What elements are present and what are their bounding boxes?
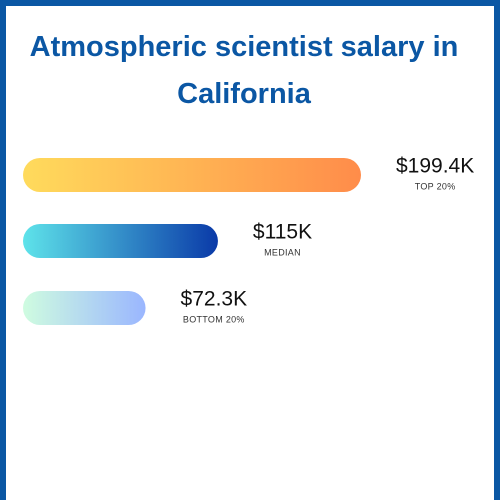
bar	[23, 291, 146, 325]
value-label: $72.3K	[181, 288, 248, 311]
category-label: BOTTOM 20%	[183, 314, 245, 324]
chart-title: Atmospheric scientist salary in Californ…	[29, 31, 459, 110]
bar	[23, 224, 218, 258]
category-label: TOP 20%	[415, 181, 456, 191]
bar	[23, 158, 361, 192]
value-label: $115K	[253, 221, 312, 244]
value-label: $199.4K	[396, 155, 474, 178]
category-label: MEDIAN	[264, 247, 301, 257]
